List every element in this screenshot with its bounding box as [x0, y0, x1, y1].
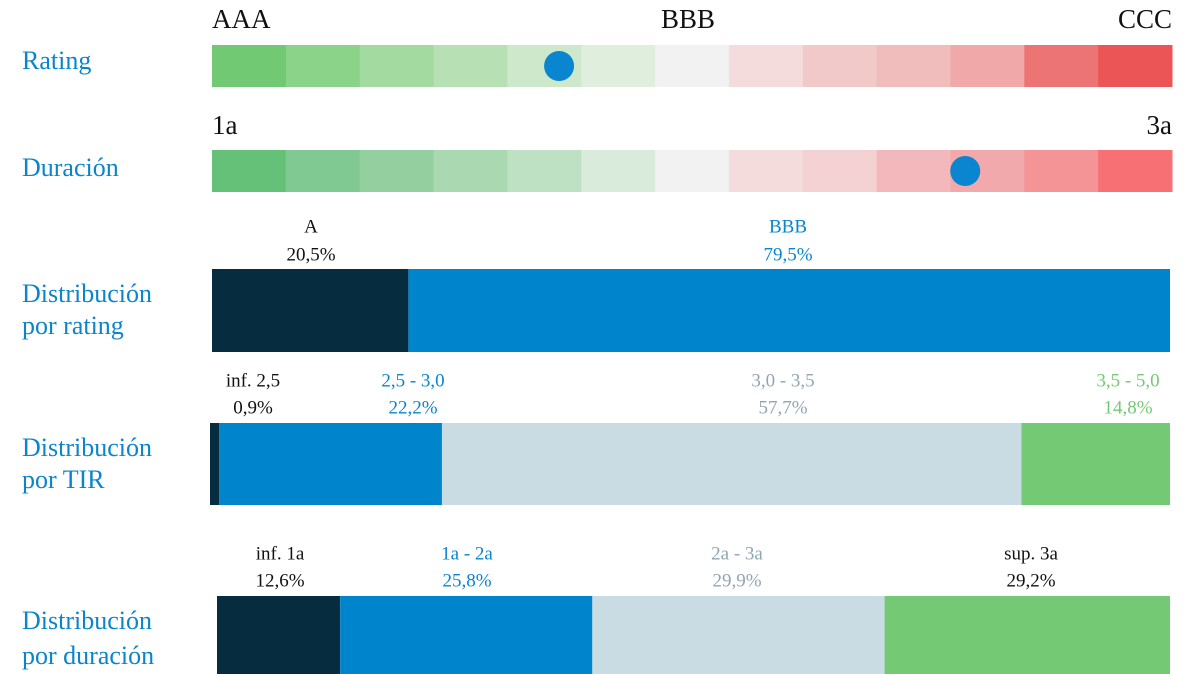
bar-segment: [340, 596, 593, 674]
row-label: Rating: [22, 46, 91, 75]
bar-segment: [441, 423, 1022, 505]
scale-step: [212, 45, 287, 87]
segment-value: 0,9%: [233, 397, 273, 418]
segment-value: 25,8%: [442, 570, 491, 591]
scale-step: [1098, 150, 1173, 192]
scale-step: [950, 45, 1025, 87]
segment-value: 29,9%: [712, 570, 761, 591]
bar-segment: [1021, 423, 1170, 505]
segment-name: A: [304, 216, 318, 237]
bar-segment: [884, 596, 1170, 674]
segment-value: 14,8%: [1103, 397, 1152, 418]
scale-step: [876, 150, 951, 192]
scale-step: [655, 45, 730, 87]
bar-segment: [408, 269, 1170, 352]
scale-label: 3a: [1147, 110, 1173, 140]
segment-value: 12,6%: [255, 570, 304, 591]
row-label: por duración: [22, 641, 154, 670]
bar-segment: [592, 596, 885, 674]
scale-marker: [544, 51, 575, 81]
scale-marker: [950, 156, 981, 186]
scale-label: CCC: [1118, 4, 1172, 34]
scale-step: [1024, 150, 1099, 192]
scale-step: [728, 45, 804, 87]
bar-segment: [219, 423, 442, 505]
segment-name: 3,5 - 5,0: [1096, 370, 1159, 391]
segment-value: 29,2%: [1006, 570, 1055, 591]
scale-step: [728, 150, 804, 192]
scale-step: [507, 150, 582, 192]
scale-label: 1a: [212, 110, 238, 140]
segment-name: 3,0 - 3,5: [751, 370, 814, 391]
scale-step: [1024, 45, 1099, 87]
segment-name: sup. 3a: [1004, 543, 1058, 564]
scale-step: [876, 45, 951, 87]
segment-name: 1a - 2a: [441, 543, 493, 564]
scale-step: [581, 45, 656, 87]
scale-label: AAA: [212, 4, 271, 34]
row-label: Distribución: [22, 279, 152, 308]
scale-step: [212, 150, 287, 192]
bar-segment: [212, 269, 409, 352]
scale-step: [285, 150, 361, 192]
scale-step: [433, 45, 508, 87]
scale-step: [1098, 45, 1173, 87]
segment-name: 2,5 - 3,0: [381, 370, 444, 391]
scale-step: [655, 150, 730, 192]
row-label: por TIR: [22, 465, 105, 494]
scale-step: [802, 150, 878, 192]
bar-segment: [210, 423, 220, 505]
segment-name: 2a - 3a: [711, 543, 763, 564]
bar-segment: [217, 596, 341, 674]
row-label: Distribución: [22, 433, 152, 462]
segment-name: inf. 1a: [256, 543, 305, 564]
row-label: por rating: [22, 311, 124, 340]
scale-step: [359, 150, 435, 192]
row-label: Distribución: [22, 606, 152, 635]
segment-name: inf. 2,5: [226, 370, 280, 391]
segment-value: 79,5%: [763, 244, 812, 265]
segment-name: BBB: [769, 216, 807, 237]
scale-label: BBB: [661, 4, 715, 34]
scale-step: [285, 45, 361, 87]
segment-value: 57,7%: [758, 397, 807, 418]
scale-step: [802, 45, 878, 87]
segment-value: 22,2%: [388, 397, 437, 418]
segment-value: 20,5%: [286, 244, 335, 265]
scale-step: [359, 45, 435, 87]
row-label: Duración: [22, 153, 119, 182]
scale-step: [433, 150, 508, 192]
scale-step: [581, 150, 656, 192]
